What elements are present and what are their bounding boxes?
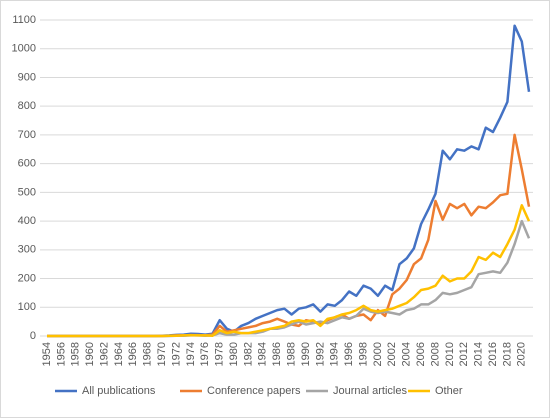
x-tick-label: 1974	[185, 342, 197, 366]
x-tick-label: 1956	[55, 342, 67, 366]
x-tick-label: 1986	[271, 342, 283, 366]
y-tick-label: 1100	[12, 14, 36, 26]
x-tick-label: 2012	[458, 342, 470, 366]
x-tick-label: 1954	[41, 342, 53, 366]
x-tick-label: 2006	[415, 342, 427, 366]
x-tick-label: 1996	[343, 342, 355, 366]
x-tick-label: 2018	[501, 342, 513, 366]
x-tick-label: 2020	[516, 342, 528, 366]
y-tick-label: 900	[18, 71, 36, 83]
x-tick-label: 2010	[444, 342, 456, 366]
x-tick-label: 1990	[300, 342, 312, 366]
x-tick-label: 1982	[242, 342, 254, 366]
x-tick-label: 2014	[473, 342, 485, 366]
y-tick-label: 400	[18, 215, 36, 227]
x-tick-label: 2000	[372, 342, 384, 366]
y-tick-label: 700	[18, 129, 36, 141]
y-tick-label: 1000	[12, 43, 36, 55]
x-tick-label: 1994	[329, 342, 341, 366]
y-tick-label: 100	[18, 301, 36, 313]
x-tick-label: 1964	[113, 342, 125, 366]
x-tick-label: 1966	[127, 342, 139, 366]
y-tick-label: 300	[18, 244, 36, 256]
x-tick-label: 2016	[487, 342, 499, 366]
legend-label: Conference papers	[207, 385, 301, 397]
legend-label: Other	[435, 385, 463, 397]
x-tick-label: 1980	[228, 342, 240, 366]
x-tick-label: 1984	[257, 342, 269, 366]
x-tick-label: 1958	[70, 342, 82, 366]
y-tick-label: 600	[18, 158, 36, 170]
x-tick-label: 1992	[314, 342, 326, 366]
x-tick-label: 1972	[170, 342, 182, 366]
legend-label: Journal articles	[333, 385, 407, 397]
y-tick-label: 0	[30, 330, 36, 342]
series-line	[47, 204, 531, 338]
x-tick-label: 1970	[156, 342, 168, 366]
x-tick-label: 2002	[386, 342, 398, 366]
x-tick-label: 1978	[214, 342, 226, 366]
x-tick-label: 1960	[84, 342, 96, 366]
x-tick-label: 2008	[429, 342, 441, 366]
y-tick-label: 500	[18, 186, 36, 198]
x-tick-label: 1962	[98, 342, 110, 366]
x-tick-label: 2004	[401, 342, 413, 366]
legend-label: All publications	[82, 385, 156, 397]
y-tick-label: 200	[18, 272, 36, 284]
x-tick-label: 1968	[142, 342, 154, 366]
x-tick-label: 1976	[199, 342, 211, 366]
x-tick-label: 1988	[286, 342, 298, 366]
x-tick-label: 1998	[357, 342, 369, 366]
y-tick-label: 800	[18, 100, 36, 112]
